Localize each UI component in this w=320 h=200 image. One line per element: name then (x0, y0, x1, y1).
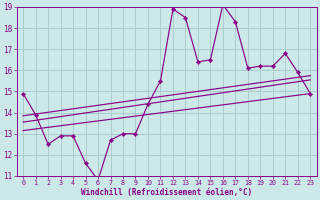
X-axis label: Windchill (Refroidissement éolien,°C): Windchill (Refroidissement éolien,°C) (81, 188, 252, 197)
